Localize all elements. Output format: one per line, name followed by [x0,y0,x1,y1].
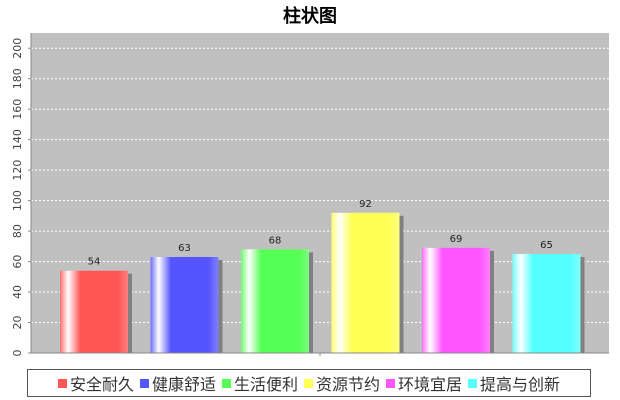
y-tick-label: 160 [11,99,24,120]
legend-label: 环境宜居 [398,375,463,394]
data-label: 63 [178,243,191,254]
y-tick-label: 200 [11,38,24,59]
y-tick-label: 60 [11,255,24,269]
data-label: 65 [540,240,553,251]
bars [60,212,585,353]
data-label: 92 [359,199,372,210]
bar [331,212,400,353]
y-axis: 0 20 40 60 80 100 120 140 160 180 200 [11,33,609,357]
y-tick-label: 20 [11,316,24,330]
legend-item: 生活便利 [221,371,298,395]
legend-swatch [57,378,67,388]
chart-title: 柱状图 [283,6,337,27]
legend-label: 健康舒适 [151,375,216,394]
y-tick-label: 140 [11,129,24,150]
legend: 安全耐久 健康舒适 生活便利 资源节约 环境宜居 提高与创新 [27,369,591,397]
y-tick-label: 100 [11,190,24,211]
legend-swatch [221,378,231,388]
data-label: 69 [450,234,463,245]
legend-swatch [386,378,396,388]
y-tick-label: 0 [11,350,24,357]
data-labels: 54 63 68 92 69 65 [88,199,553,268]
y-tick-label: 120 [11,160,24,181]
bar [241,249,309,353]
bar [60,270,128,353]
bar [150,257,219,353]
legend-swatch [468,378,478,388]
legend-item: 健康舒适 [139,371,216,395]
data-label: 68 [269,235,282,246]
legend-item: 安全耐久 [57,371,134,395]
legend-label: 生活便利 [233,375,298,394]
y-tick-label: 40 [11,285,24,299]
bar [422,247,490,353]
y-tick-label: 80 [11,224,24,238]
bar [512,253,581,353]
legend-label: 资源节约 [316,375,381,394]
legend-label: 提高与创新 [480,375,561,394]
legend-item: 提高与创新 [468,371,560,395]
y-tick-label: 180 [11,68,24,89]
legend-label: 安全耐久 [69,375,134,394]
legend-swatch [304,378,313,388]
legend-item: 资源节约 [304,371,380,395]
legend-swatch [139,378,149,388]
data-label: 54 [88,257,101,268]
legend-item: 环境宜居 [386,371,462,395]
